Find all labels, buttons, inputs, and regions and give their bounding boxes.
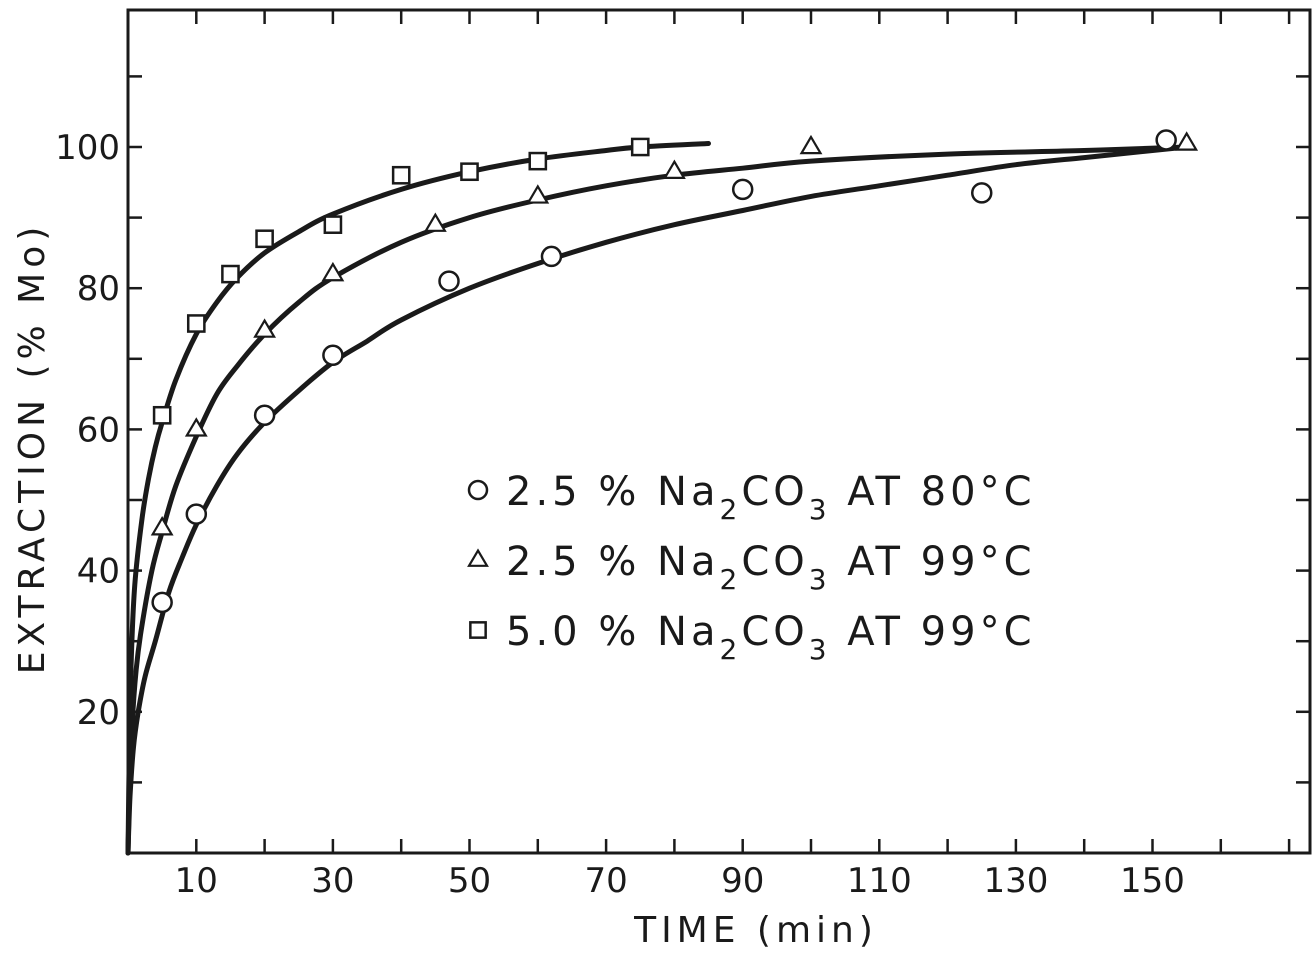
triangle-data-point [423, 212, 447, 232]
x-tick-label: 10 [175, 861, 218, 901]
y-tick-label: 100 [55, 128, 120, 168]
square-data-point [391, 165, 411, 185]
circle-data-point [1155, 129, 1177, 151]
triangle-data-point [321, 261, 345, 282]
x-tick-label: 30 [311, 861, 354, 901]
square-data-point [152, 405, 172, 425]
legend: 2.5 % Na2CO3 AT 80°C 2.5 % Na2CO3 AT 99°C… [467, 469, 1036, 666]
square-data-point [323, 215, 343, 234]
circle-data-point [971, 182, 993, 204]
circle-data-point [438, 270, 460, 292]
triangle-data-point [150, 516, 174, 536]
circle-data-point [185, 503, 208, 525]
triangle-data-point [1175, 131, 1199, 151]
series-curve-1 [125, 144, 1190, 856]
series-markers [150, 129, 1199, 614]
triangle-data-point [662, 159, 686, 179]
triangle-data-point [799, 134, 823, 155]
legend-entry-1: 2.5 % Na2CO3 AT 80°C [506, 469, 1036, 526]
series-curves [125, 141, 1190, 856]
x-tick-label: 130 [983, 861, 1048, 901]
square-data-point [460, 162, 479, 182]
triangle-data-point [184, 417, 208, 437]
x-axis-label: TIME (min) [633, 910, 878, 951]
legend-square-marker [469, 621, 487, 639]
axes: 10 30 50 70 90 110 130 150 20 40 60 80 100 [55, 8, 1312, 901]
legend-entry-2: 2.5 % Na2CO3 AT 99°C [506, 539, 1036, 596]
x-tick-label: 150 [1120, 861, 1185, 901]
triangle-data-point [526, 184, 550, 204]
square-data-point [630, 137, 650, 157]
square-data-point [186, 314, 206, 333]
circle-data-point [322, 344, 344, 367]
legend-triangle-marker [467, 548, 489, 567]
circle-data-point [731, 178, 754, 201]
legend-entry-3: 5.0 % Na2CO3 AT 99°C [506, 609, 1036, 666]
triangle-data-point [253, 318, 277, 338]
circle-data-point [540, 245, 563, 268]
x-tick-label: 110 [847, 861, 912, 901]
circle-data-point [253, 404, 276, 427]
y-axis-label: EXTRACTION (% Mo) [12, 222, 53, 675]
square-data-point [255, 229, 274, 249]
x-tick-label: 50 [448, 861, 491, 901]
x-tick-label: 70 [584, 861, 627, 901]
y-tick-label: 20 [77, 693, 120, 733]
y-tick-label: 80 [77, 269, 120, 309]
x-tick-label: 90 [721, 861, 764, 901]
circle-data-point [151, 591, 173, 614]
y-tick-label: 40 [77, 552, 120, 592]
square-data-point [221, 264, 240, 284]
series-curve-3 [125, 141, 711, 856]
y-tick-label: 60 [77, 410, 120, 450]
square-data-point [528, 151, 548, 171]
series-curve-2 [125, 144, 1190, 856]
legend-circle-marker [467, 479, 489, 501]
plot-frame [126, 8, 1312, 855]
